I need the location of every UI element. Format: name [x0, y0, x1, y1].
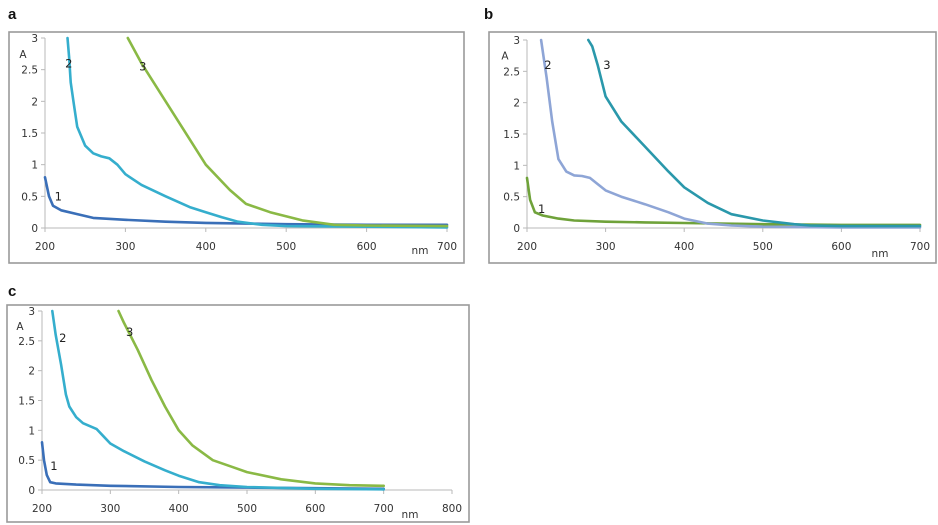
y-tick-label: 1.5: [18, 396, 35, 408]
series-label-1: 1: [55, 189, 62, 203]
x-tick-label: 600: [831, 241, 851, 253]
series-line-2: [66, 36, 449, 229]
y-tick-label: 0.5: [18, 455, 35, 467]
series-label-2: 2: [65, 56, 72, 70]
y-tick-label: 0: [513, 223, 520, 235]
series-line-2: [539, 38, 922, 229]
x-tick-label: 700: [910, 241, 930, 253]
chart-panel-a: 0 0.5 1 1.5 2 2.5 3 200 300 400 500 600 700 Anm 1 2 3: [8, 31, 465, 264]
x-tick-label: 700: [374, 503, 394, 515]
y-tick-label: 1.5: [503, 129, 520, 141]
x-axis-label: nm: [412, 245, 429, 257]
series-label-1: 1: [538, 202, 545, 216]
series-line-3: [587, 38, 922, 228]
x-tick-label: 800: [442, 503, 462, 515]
y-tick-label: 2: [31, 96, 38, 108]
y-tick-label: 2.5: [21, 65, 38, 77]
series-label-2: 2: [59, 331, 66, 345]
x-tick-label: 400: [196, 241, 216, 253]
series-line-3: [117, 309, 385, 488]
panel-label-b: b: [484, 6, 494, 23]
panel-label-c: c: [8, 283, 17, 300]
chart-frame: [6, 304, 470, 523]
y-tick-label: 2: [28, 366, 35, 378]
x-tick-label: 600: [305, 503, 325, 515]
series-line-1: [43, 176, 449, 227]
y-tick-label: 1: [28, 425, 35, 437]
y-tick-label: 2.5: [18, 336, 35, 348]
x-tick-label: 300: [115, 241, 135, 253]
y-tick-label: 0: [28, 485, 35, 497]
y-axis-label: A: [19, 49, 27, 61]
x-axis-label: nm: [872, 248, 889, 260]
x-tick-label: 300: [596, 241, 616, 253]
chart-panel-b: 0 0.5 1 1.5 2 2.5 3 200 300 400 500 600 700 Anm 1 2 3: [488, 31, 937, 264]
x-tick-label: 200: [35, 241, 55, 253]
series-line-1: [525, 176, 922, 227]
y-tick-label: 1: [31, 160, 38, 172]
series-line-3: [126, 36, 449, 228]
y-tick-label: 0.5: [21, 191, 38, 203]
x-tick-label: 700: [437, 241, 457, 253]
series-label-3: 3: [126, 325, 133, 339]
y-tick-label: 0: [31, 223, 38, 235]
y-tick-label: 2: [513, 98, 520, 110]
y-tick-label: 0.5: [503, 192, 520, 204]
series-label-3: 3: [139, 60, 146, 74]
y-tick-label: 1.5: [21, 128, 38, 140]
x-tick-label: 500: [237, 503, 257, 515]
x-tick-label: 600: [357, 241, 377, 253]
x-tick-label: 400: [674, 241, 694, 253]
x-tick-label: 400: [169, 503, 189, 515]
y-tick-label: 1: [513, 160, 520, 172]
series-label-3: 3: [603, 58, 610, 72]
series-line-2: [51, 309, 385, 491]
y-axis-label: A: [501, 51, 509, 63]
x-tick-label: 200: [517, 241, 537, 253]
x-tick-label: 500: [276, 241, 296, 253]
x-tick-label: 500: [753, 241, 773, 253]
chart-panel-c: 0 0.5 1 1.5 2 2.5 3 200 300 400 500 600 700 800 Anm 1 2 3: [6, 304, 470, 523]
x-axis-label: nm: [402, 509, 419, 521]
y-tick-label: 3: [513, 35, 520, 47]
series-label-2: 2: [544, 58, 551, 72]
x-tick-label: 200: [32, 503, 52, 515]
series-label-1: 1: [50, 459, 57, 473]
x-tick-label: 300: [100, 503, 120, 515]
y-axis-label: A: [16, 321, 24, 333]
y-tick-label: 3: [28, 306, 35, 318]
y-tick-label: 2.5: [503, 66, 520, 78]
y-tick-label: 3: [31, 33, 38, 45]
panel-label-a: a: [8, 6, 17, 23]
